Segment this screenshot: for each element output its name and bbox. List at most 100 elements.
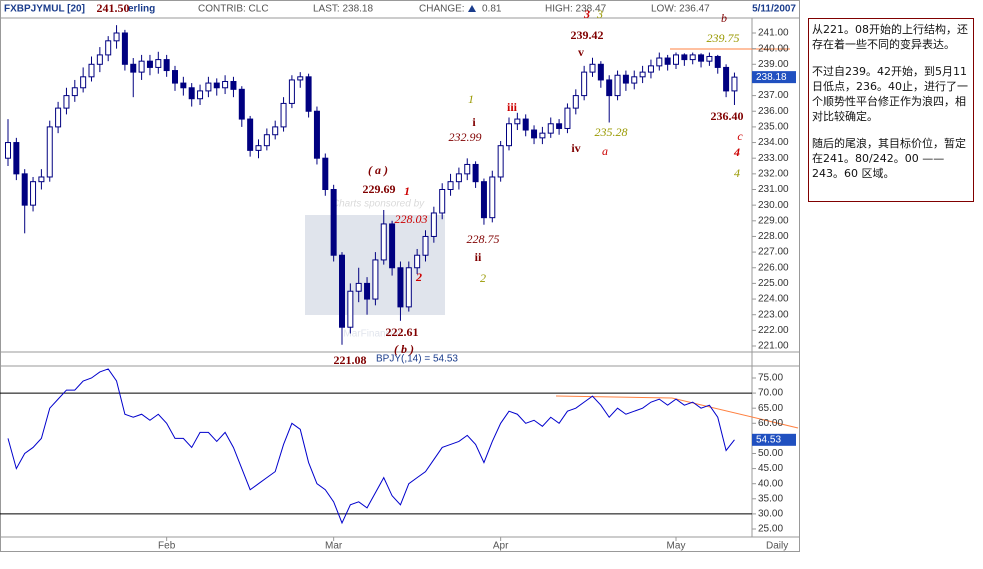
candle-body [572,95,579,109]
wave-annotation: 1 [468,92,474,106]
candle-body [347,290,354,328]
candle-body [288,79,295,104]
y-tick-label: 224.00 [758,294,789,305]
wave-annotation: 241.50 [97,1,130,15]
last-value-label: 54.53 [756,434,781,445]
wave-annotation: 4 [733,145,740,159]
y-tick-label: 60.00 [758,418,783,429]
wave-annotation: c [737,129,743,143]
candle-body [472,163,479,183]
candle-body [422,235,429,256]
candle-body [146,60,153,68]
wave-annotation: 228.03 [395,212,428,226]
y-tick-label: 237.00 [758,90,789,101]
candle-body [263,134,270,147]
wave-annotation: b [721,11,727,25]
y-tick-label: 40.00 [758,478,783,489]
wave-annotation: 222.61 [386,325,419,339]
watermark-text: MarFinancial [343,329,400,340]
last-value-box [752,71,796,84]
candle-body [364,282,371,300]
candle-body [330,188,337,256]
trend-line [671,397,799,429]
candle-body [597,63,604,81]
y-tick-label: 70.00 [758,388,783,399]
candle-body [322,157,329,190]
candle-body [55,107,62,128]
candle-body [96,54,103,65]
y-tick-label: 241.00 [758,28,789,39]
comment-text: 不过自239。42开始，到5月11日低点，236。40止，进行了一个顺势性平台修… [812,65,968,123]
candle-body [339,254,345,328]
candle-body [172,70,178,84]
candle-body [673,54,679,65]
rsi-label: BPJY(,14) = 54.53 [376,354,458,365]
candle-body [21,173,28,206]
candle-body [522,118,529,131]
candle-body [197,90,204,100]
y-tick-label: 236.00 [758,106,789,117]
candle-body [547,123,554,134]
candle-body [706,55,713,62]
candle-body [46,126,53,178]
comment-text: 从221。08开始的上行结构，还存在着一些不同的变异表达。 [812,23,968,51]
wave-annotation: 2 [480,271,486,285]
rsi-line [7,368,735,525]
wave-annotation: 239.75 [707,31,740,45]
candle-body [389,223,396,269]
candle-body [589,63,596,73]
symbol-name: erling [128,4,155,15]
x-tick-label: Mar [325,541,343,552]
candle-body [664,57,671,65]
candle-body [63,95,70,109]
candle-body [280,102,287,128]
y-tick-label: 75.00 [758,373,783,384]
candle-body [255,145,262,151]
chart: Charts sponsored by MarFinancial FXBPJYM… [0,0,800,552]
change-arrow [468,5,476,12]
wave-annotation: 236.40 [711,109,744,123]
header-high: HIGH: 238.47 [545,4,607,15]
candle-body [38,176,45,183]
header-contrib: CONTRIB: CLC [198,4,269,15]
wave-annotation: 229.69 [363,182,396,196]
candle-body [714,55,721,68]
wave-annotation: 232.99 [449,130,482,144]
candle-body [514,118,521,125]
x-tick-label: Apr [493,541,509,552]
wave-annotation: v [578,45,584,59]
y-tick-label: 228.00 [758,231,789,242]
candle-body [230,81,237,90]
candle-body [305,76,312,112]
candle-body [606,79,613,97]
candle-body [723,66,730,92]
watermark-text: Charts sponsored by [332,199,425,210]
candle-body [5,142,11,159]
wave-annotation: i [472,115,476,129]
y-tick-label: 229.00 [758,215,789,226]
candle-body [88,63,95,78]
candle-body [455,173,462,183]
candle-body [272,126,279,136]
candle-body [506,123,512,147]
candle-body [480,181,487,219]
candle-body [380,223,387,261]
candle-body [313,110,320,159]
wave-annotation: 3 [583,7,590,21]
y-tick-label: 226.00 [758,262,789,273]
trend-line [555,395,673,399]
candle-body [631,76,638,84]
symbol-title: FXBPJYMUL [20] [4,4,85,15]
candle-body [30,181,37,206]
y-tick-label: 221.00 [758,341,789,352]
y-tick-label: 232.00 [758,168,789,179]
y-tick-label: 25.00 [758,524,783,535]
candle-body [614,74,621,97]
y-tick-label: 227.00 [758,247,789,258]
y-tick-label: 65.00 [758,403,783,414]
candle-body [464,163,471,175]
candle-body [698,54,705,62]
candle-body [397,267,404,308]
candle-body [71,87,78,97]
